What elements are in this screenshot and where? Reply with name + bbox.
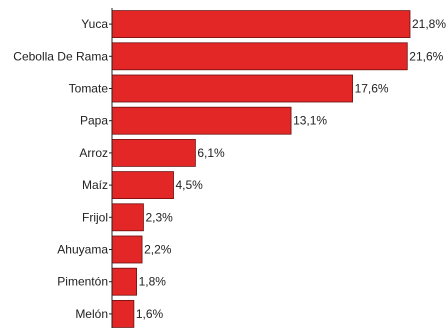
category-label-yuca: Yuca bbox=[81, 17, 108, 31]
y-axis-ticks-group bbox=[109, 23, 112, 315]
category-label-melon: Melón bbox=[75, 307, 108, 321]
value-label-maiz: 4,5% bbox=[176, 178, 204, 192]
category-label-pimenton: Pimentón bbox=[57, 275, 108, 289]
bar-ahuyama bbox=[111, 235, 143, 264]
bar-yuca bbox=[111, 10, 411, 39]
bar-arroz bbox=[111, 138, 196, 167]
category-label-arroz: Arroz bbox=[79, 146, 108, 160]
category-label-papa: Papa bbox=[80, 114, 108, 128]
category-label-ahuyama: Ahuyama bbox=[57, 243, 108, 257]
bar-tomate bbox=[111, 74, 353, 103]
value-label-papa: 13,1% bbox=[293, 114, 327, 128]
category-label-tomate: Tomate bbox=[69, 82, 109, 96]
value-label-cebolla-de-rama: 21,6% bbox=[409, 49, 443, 63]
bar-cebolla-de-rama bbox=[111, 42, 408, 71]
value-label-melon: 1,6% bbox=[136, 307, 164, 321]
category-label-cebolla-de-rama: Cebolla De Rama bbox=[13, 49, 108, 63]
category-labels-group: Yuca Cebolla De Rama Tomate Papa Arroz Maíz Fr… bbox=[13, 17, 108, 321]
category-label-frijol: Frijol bbox=[82, 210, 108, 224]
bars-group bbox=[111, 10, 411, 328]
bar-pimenton bbox=[111, 267, 138, 296]
value-label-arroz: 6,1% bbox=[197, 146, 225, 160]
value-label-yuca: 21,8% bbox=[412, 17, 446, 31]
value-label-ahuyama: 2,2% bbox=[144, 243, 172, 257]
bar-frijol bbox=[111, 203, 144, 232]
bar-melon bbox=[111, 299, 135, 328]
value-labels-group: 21,8% 21,6% 17,6% 13,1% 6,1% 4,5% 2,3% 2,2% 1,8%… bbox=[136, 17, 446, 321]
bar-papa bbox=[111, 106, 292, 135]
bar-maiz bbox=[111, 171, 174, 200]
value-label-tomate: 17,6% bbox=[355, 82, 389, 96]
category-label-maiz: Maíz bbox=[82, 178, 108, 192]
value-label-frijol: 2,3% bbox=[145, 210, 173, 224]
value-label-pimenton: 1,8% bbox=[139, 275, 167, 289]
